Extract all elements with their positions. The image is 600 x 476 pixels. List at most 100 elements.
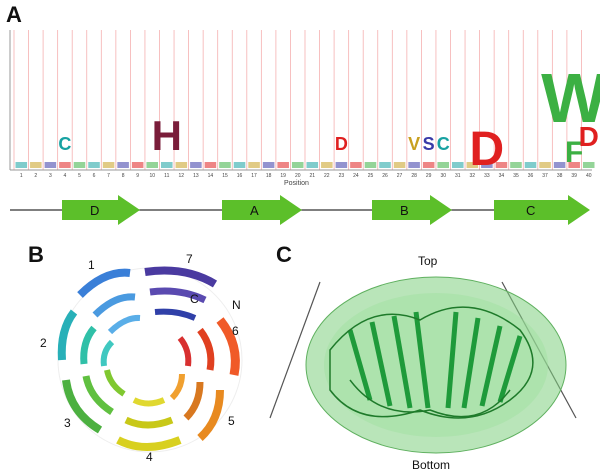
- logo-small-stack: [393, 162, 406, 168]
- blade-7: [144, 266, 218, 321]
- logo-small-stack: [379, 162, 391, 168]
- logo-small-stack: [59, 162, 71, 168]
- logo-ticks: 1 2 3 4 5 6 7 8 9 10 11 12 13 14 15 16 17 18 19 20 21 22 23 24 2…: [20, 173, 592, 179]
- logo-position-tick: 39: [571, 173, 577, 179]
- logo-small-stack: [452, 162, 464, 168]
- logo-position-tick: 6: [93, 173, 96, 179]
- logo-small-letters: [15, 162, 595, 168]
- logo-small-stack: [539, 162, 551, 168]
- logo-position-tick: 18: [266, 173, 272, 179]
- blade-1: [77, 268, 141, 335]
- logo-position-tick: 33: [484, 173, 490, 179]
- logo-small-stack: [321, 162, 333, 168]
- blade-number-2: 2: [40, 336, 47, 350]
- c-terminus-label: C: [190, 292, 199, 306]
- logo-position-tick: 24: [353, 173, 359, 179]
- strand-arrow-a: [222, 195, 302, 225]
- logo-small-stack: [466, 162, 479, 168]
- logo-position-tick: 29: [426, 173, 432, 179]
- logo-position-tick: 13: [193, 173, 199, 179]
- surface-top-label: Top: [418, 254, 438, 268]
- logo-small-stack: [88, 162, 100, 168]
- logo-small-stack: [408, 162, 420, 168]
- blade-3: [62, 369, 126, 434]
- logo-small-stack: [190, 162, 202, 168]
- logo-small-stack: [30, 162, 42, 168]
- perspective-line-left: [269, 281, 321, 419]
- logo-grid: [13, 30, 582, 170]
- logo-position-tick: 4: [64, 173, 67, 179]
- logo-letter-pos-39: F: [565, 136, 583, 169]
- logo-small-stack: [44, 162, 57, 168]
- logo-small-stack: [161, 162, 173, 168]
- logo-small-stack: [422, 162, 435, 168]
- logo-position-tick: 2: [34, 173, 37, 179]
- strand-label-a: A: [250, 203, 259, 218]
- logo-small-stack: [73, 162, 86, 168]
- logo-small-stack: [582, 162, 595, 168]
- logo-position-tick: 1: [20, 173, 23, 179]
- logo-small-stack: [262, 162, 275, 168]
- logo-position-tick: 22: [324, 173, 330, 179]
- logo-letter-pos-30: C: [437, 134, 450, 154]
- logo-letter-pos-23: D: [335, 134, 348, 154]
- logo-position-tick: 8: [122, 173, 125, 179]
- logo-letter-pos-11: H: [152, 112, 182, 159]
- logo-small-stack: [350, 162, 362, 168]
- logo-position-tick: 9: [136, 173, 139, 179]
- n-terminus-label: N: [232, 298, 241, 312]
- logo-letter-pos-29: S: [423, 134, 435, 154]
- logo-position-tick: 35: [513, 173, 519, 179]
- logo-position-tick: 17: [251, 173, 257, 179]
- logo-x-label: Position: [284, 180, 309, 187]
- logo-letter-pos-40: D: [579, 121, 599, 152]
- logo-position-tick: 32: [470, 173, 476, 179]
- logo-position-tick: 26: [382, 173, 388, 179]
- logo-small-stack: [364, 162, 377, 168]
- logo-small-stack: [510, 162, 522, 168]
- logo-position-tick: 20: [295, 173, 301, 179]
- protein-surface: [305, 276, 567, 454]
- logo-position-tick: 30: [440, 173, 446, 179]
- logo-small-stack: [204, 162, 217, 168]
- logo-small-stack: [437, 162, 449, 168]
- logo-small-stack: [481, 162, 493, 168]
- logo-small-stack: [102, 162, 115, 168]
- logo-letter-pos-4: C: [58, 134, 71, 154]
- strand-label-d: D: [90, 203, 100, 218]
- blade-4: [116, 397, 182, 451]
- logo-small-stack: [117, 162, 129, 168]
- strand-arrow-b: [372, 195, 452, 225]
- logo-position-tick: 12: [179, 173, 185, 179]
- logo-small-stack: [568, 162, 580, 168]
- logo-small-stack: [495, 162, 508, 168]
- logo-position-tick: 38: [557, 173, 563, 179]
- logo-small-stack: [175, 162, 188, 168]
- blade-5: [169, 373, 224, 441]
- logo-small-stack: [233, 162, 246, 168]
- blade-6: [177, 317, 240, 376]
- logo-small-stack: [15, 162, 28, 168]
- panel-label-b: B: [28, 242, 44, 267]
- logo-small-stack: [553, 162, 566, 168]
- logo-position-tick: 5: [78, 173, 81, 179]
- logo-small-stack: [219, 162, 231, 168]
- logo-position-tick: 36: [528, 173, 534, 179]
- logo-position-tick: 25: [368, 173, 374, 179]
- logo-small-stack: [146, 162, 158, 168]
- logo-small-stack: [335, 162, 348, 168]
- panel-label-c: C: [276, 242, 292, 267]
- blade-number-5: 5: [228, 414, 235, 428]
- logo-letter-pos-39: W: [541, 59, 600, 137]
- strand-label-c: C: [526, 203, 536, 218]
- blade-number-7: 7: [186, 252, 193, 266]
- logo-position-tick: 40: [586, 173, 592, 179]
- propeller-ribbon: [57, 266, 243, 453]
- logo-small-stack: [248, 162, 260, 168]
- logo-position-tick: 37: [542, 173, 548, 179]
- logo-position-tick: 11: [164, 173, 169, 179]
- logo-small-stack: [524, 162, 537, 168]
- blade-number-3: 3: [64, 416, 71, 430]
